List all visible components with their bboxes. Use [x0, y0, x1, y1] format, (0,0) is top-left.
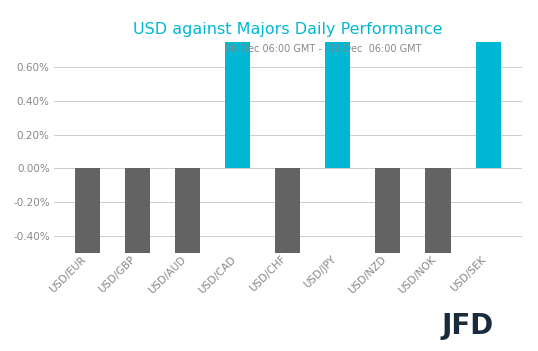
- Bar: [325, 0, 350, 168]
- Bar: [125, 168, 150, 351]
- Bar: [75, 168, 100, 351]
- Text: 08 Dec 06:00 GMT -  09 Dec  06:00 GMT: 08 Dec 06:00 GMT - 09 Dec 06:00 GMT: [224, 44, 421, 54]
- Bar: [426, 168, 450, 351]
- Text: JFD: JFD: [442, 312, 494, 340]
- Bar: [376, 168, 400, 351]
- Bar: [225, 0, 250, 168]
- Title: USD against Majors Daily Performance: USD against Majors Daily Performance: [133, 22, 443, 37]
- Bar: [175, 168, 200, 351]
- Bar: [476, 0, 500, 168]
- Bar: [275, 168, 300, 351]
